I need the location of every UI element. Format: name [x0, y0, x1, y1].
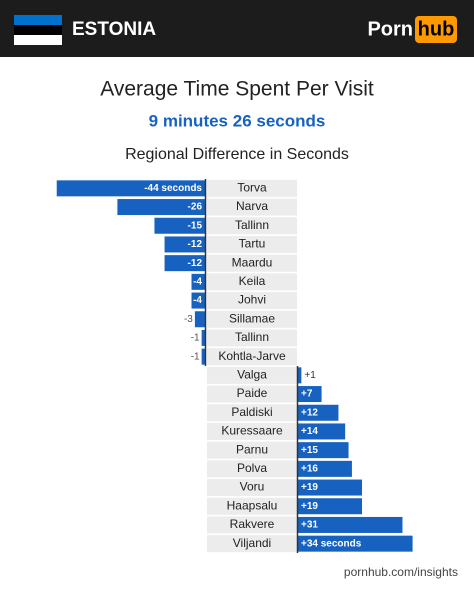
- bar: [298, 498, 363, 515]
- category-label: Sillamae: [229, 311, 275, 325]
- category-box: [207, 479, 297, 497]
- value-label: -1: [191, 333, 200, 344]
- country: ESTONIA: [72, 19, 156, 40]
- category-box: [207, 422, 297, 440]
- category-box: [207, 497, 297, 515]
- category-box: [207, 366, 297, 384]
- bar: [298, 535, 413, 552]
- bar: [194, 311, 205, 328]
- category-box: [207, 198, 297, 216]
- category-box: [207, 292, 297, 310]
- category-box: [207, 179, 297, 197]
- category-label: Tallinn: [235, 218, 269, 232]
- value-label: +14: [301, 426, 318, 437]
- value-label: -1: [191, 351, 200, 362]
- bar: [154, 217, 205, 234]
- category-label: Paldiski: [231, 405, 272, 419]
- category-label: Narva: [236, 199, 268, 213]
- value-label: +7: [301, 389, 313, 400]
- category-box: [207, 310, 297, 328]
- value-label: -4: [193, 276, 202, 287]
- value-label: -3: [184, 314, 193, 325]
- logo-box: [415, 16, 457, 43]
- bar: [191, 273, 205, 290]
- category-label: Johvi: [238, 293, 266, 307]
- bar: [117, 199, 205, 216]
- logo-left: Porn: [367, 18, 413, 40]
- category-label: Maardu: [232, 255, 273, 269]
- category-box: [207, 441, 297, 459]
- value-label: +34 seconds: [301, 538, 362, 549]
- value-label: -12: [188, 258, 203, 269]
- bar: [201, 348, 205, 365]
- category-box: [207, 217, 297, 235]
- value-label: +1: [304, 370, 316, 381]
- category-label: Kuressaare: [221, 424, 283, 438]
- category-label: Haapsalu: [227, 498, 278, 512]
- category-label: Rakvere: [230, 517, 275, 531]
- chart-caption: Regional Difference in Seconds: [125, 146, 349, 163]
- chart-subtitle: 9 minutes 26 seconds: [149, 111, 326, 130]
- bar: [298, 460, 352, 477]
- category-box: [207, 516, 297, 534]
- category-box: [207, 235, 297, 253]
- category-box: [207, 348, 297, 366]
- category-box: [207, 273, 297, 291]
- value-label: +19: [301, 501, 318, 512]
- header-bar: [0, 0, 474, 57]
- bar: [201, 329, 205, 346]
- category-box: [207, 385, 297, 403]
- category-label: Valga: [237, 368, 267, 382]
- bar: [56, 180, 205, 197]
- category-label: Tartu: [239, 237, 266, 251]
- value-label: -15: [188, 220, 203, 231]
- bar: [298, 479, 363, 496]
- category-label: Torva: [237, 181, 267, 195]
- category-box: [207, 254, 297, 272]
- category-box: [207, 535, 297, 553]
- bar: [298, 404, 339, 421]
- category-box: [207, 329, 297, 347]
- bar: [164, 236, 205, 253]
- value-label: +31: [301, 520, 318, 531]
- value-label: -26: [188, 202, 203, 213]
- bar: [298, 386, 322, 403]
- bar: [298, 367, 302, 384]
- bar: [164, 255, 205, 272]
- category-box: [207, 460, 297, 478]
- category-label: Parnu: [236, 442, 268, 456]
- category-label: Voru: [240, 480, 265, 494]
- value-label: +12: [301, 407, 318, 418]
- category-label: Paide: [237, 386, 268, 400]
- bar: [298, 423, 346, 440]
- category-label: Polva: [237, 461, 267, 475]
- category-label: Kohtla-Jarve: [218, 349, 286, 363]
- category-label: Keila: [239, 274, 266, 288]
- chart-title: Average Time Spent Per Visit: [100, 78, 374, 101]
- bar: [298, 442, 349, 459]
- footer: pornhub.com/insights: [344, 565, 458, 579]
- category-box: [207, 404, 297, 422]
- bar: [298, 516, 403, 533]
- bar: [191, 292, 205, 309]
- category-label: Tallinn: [235, 330, 269, 344]
- logo-right: hub: [418, 18, 455, 40]
- flag: [14, 15, 62, 45]
- category-label: Viljandi: [233, 536, 271, 550]
- value-label: -12: [188, 239, 203, 250]
- value-label: +15: [301, 445, 318, 456]
- value-label: -44 seconds: [144, 183, 202, 194]
- value-label: +19: [301, 482, 318, 493]
- value-label: -4: [193, 295, 202, 306]
- value-label: +16: [301, 463, 318, 474]
